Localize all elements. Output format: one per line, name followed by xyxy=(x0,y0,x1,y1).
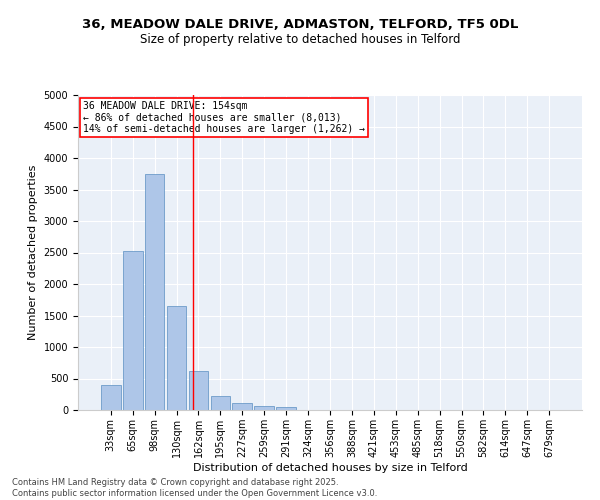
Bar xyxy=(101,386,121,410)
Bar xyxy=(123,250,143,410)
Bar xyxy=(188,371,208,410)
Text: 36 MEADOW DALE DRIVE: 154sqm
← 86% of detached houses are smaller (8,013)
14% of: 36 MEADOW DALE DRIVE: 154sqm ← 86% of de… xyxy=(83,102,365,134)
Bar xyxy=(167,306,187,410)
Text: 36, MEADOW DALE DRIVE, ADMASTON, TELFORD, TF5 0DL: 36, MEADOW DALE DRIVE, ADMASTON, TELFORD… xyxy=(82,18,518,30)
Bar xyxy=(254,406,274,410)
Bar xyxy=(232,403,252,410)
Text: Contains HM Land Registry data © Crown copyright and database right 2025.
Contai: Contains HM Land Registry data © Crown c… xyxy=(12,478,377,498)
Bar xyxy=(211,396,230,410)
X-axis label: Distribution of detached houses by size in Telford: Distribution of detached houses by size … xyxy=(193,462,467,472)
Bar xyxy=(276,408,296,410)
Text: Size of property relative to detached houses in Telford: Size of property relative to detached ho… xyxy=(140,32,460,46)
Y-axis label: Number of detached properties: Number of detached properties xyxy=(28,165,38,340)
Bar xyxy=(145,174,164,410)
